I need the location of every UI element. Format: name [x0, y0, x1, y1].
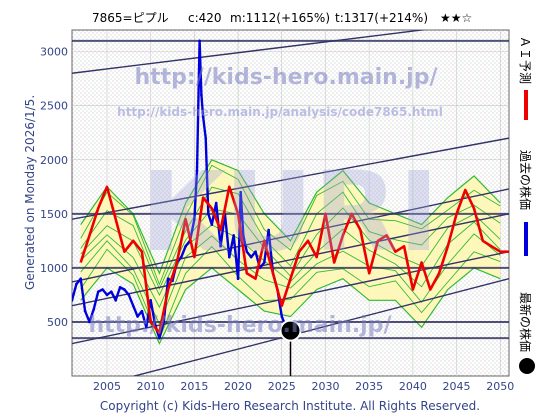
past-price-point	[219, 244, 222, 248]
watermark-analysis-url: http://kids-hero.main.jp/analysis/code78…	[117, 105, 443, 119]
legend-ai-label: ＡＩ予測	[518, 36, 532, 84]
copyright-text: Copyright (c) Kids-Hero Research Institu…	[100, 399, 480, 413]
x-tick-label: 2050	[486, 380, 514, 393]
channel-line	[72, 30, 428, 74]
past-price-point	[72, 299, 74, 302]
band-line	[80, 164, 501, 286]
past-price-point	[140, 309, 144, 313]
latest-price-marker	[279, 319, 302, 342]
axis-layer: 2005 2010 2015 2020 2025 2030 2035 2040 2045 2050…	[40, 46, 514, 393]
past-price-point	[131, 304, 135, 308]
watermark-big: KURI	[141, 148, 439, 276]
past-price-point	[101, 288, 104, 291]
watermark-url-top: http://kids-hero.main.jp/	[134, 65, 438, 90]
x-tick-label: 2045	[443, 380, 471, 393]
y-tick-label: 1500	[40, 208, 68, 221]
past-price-point	[214, 201, 218, 205]
past-price-point	[207, 212, 210, 216]
past-price-point	[96, 290, 100, 293]
past-price-point	[123, 288, 126, 291]
y-tick-label: 1000	[40, 262, 68, 275]
past-price-point	[198, 39, 201, 43]
past-price-point	[239, 190, 242, 194]
x-tick-label: 2020	[224, 380, 252, 393]
past-price-point	[144, 326, 148, 329]
channel-line	[72, 250, 509, 345]
plot-layer	[72, 30, 509, 376]
channel-line	[72, 137, 509, 220]
past-price-point	[200, 93, 203, 97]
past-price-point	[254, 250, 257, 253]
watermark-url-bottom: http://kids-hero.main.jp/	[88, 313, 392, 338]
y-tick-label: 500	[47, 316, 68, 329]
generated-date-label: Generated on Monday 2026/1/5.	[23, 95, 37, 290]
past-price-point	[88, 320, 91, 324]
past-price-point	[166, 277, 170, 280]
rating-stars: ★★☆	[440, 11, 472, 25]
past-price-point	[236, 277, 240, 280]
series-ai-forecast	[79, 185, 509, 335]
past-price-point	[105, 293, 109, 297]
past-price-point	[267, 228, 270, 232]
stock-code-name: 7865=ピプル	[92, 11, 169, 25]
legend-latest-swatch	[519, 358, 535, 374]
past-price-point	[149, 299, 152, 302]
y-tick-label: 2000	[40, 154, 68, 167]
past-price-point	[127, 293, 131, 297]
mid-target: m:1112(+165%)	[230, 11, 330, 25]
past-price-point	[136, 315, 139, 318]
legend-latest-label: 最新の株価	[518, 292, 533, 352]
x-tick-label: 2005	[93, 380, 121, 393]
past-price-point	[228, 255, 231, 259]
past-price-point	[245, 250, 249, 253]
watermark: KURI http://kids-hero.main.jp/ http://ki…	[88, 65, 442, 338]
past-price-point	[280, 315, 284, 318]
past-price-point	[195, 169, 199, 172]
past-price-point	[249, 255, 253, 259]
past-price-point	[210, 223, 214, 226]
past-price-point	[118, 286, 122, 289]
past-price-point	[204, 136, 208, 140]
y-tick-label: 2500	[40, 100, 68, 113]
past-price-point	[110, 290, 113, 293]
past-price-point	[179, 255, 183, 259]
past-price-point	[114, 299, 117, 302]
legend: ＡＩ予測 過去の株価 最新の株価	[518, 36, 535, 374]
past-price-point	[92, 307, 96, 311]
past-price-point	[162, 320, 166, 324]
forecast-band	[80, 159, 501, 344]
y-tick-label: 3000	[40, 46, 68, 59]
current-price: c:420	[188, 11, 222, 25]
past-price-point	[79, 277, 83, 280]
x-tick-label: 2015	[180, 380, 208, 393]
past-price-point	[83, 309, 87, 313]
channel-line	[72, 213, 509, 307]
past-price-point	[262, 261, 266, 264]
x-tick-label: 2025	[268, 380, 296, 393]
past-price-point	[193, 217, 196, 221]
past-price-point	[158, 336, 161, 340]
past-price-point	[184, 244, 187, 248]
past-price-point	[201, 115, 205, 118]
x-tick-label: 2030	[311, 380, 339, 393]
band-upper-line	[80, 159, 501, 275]
x-tick-label: 2035	[355, 380, 383, 393]
past-price-point	[232, 234, 235, 237]
past-price-point	[75, 282, 78, 286]
legend-past-label: 過去の株価	[518, 150, 533, 210]
x-tick-label: 2010	[137, 380, 165, 393]
x-tick-label: 2040	[399, 380, 427, 393]
top-target: t:1317(+214%)	[335, 11, 428, 25]
